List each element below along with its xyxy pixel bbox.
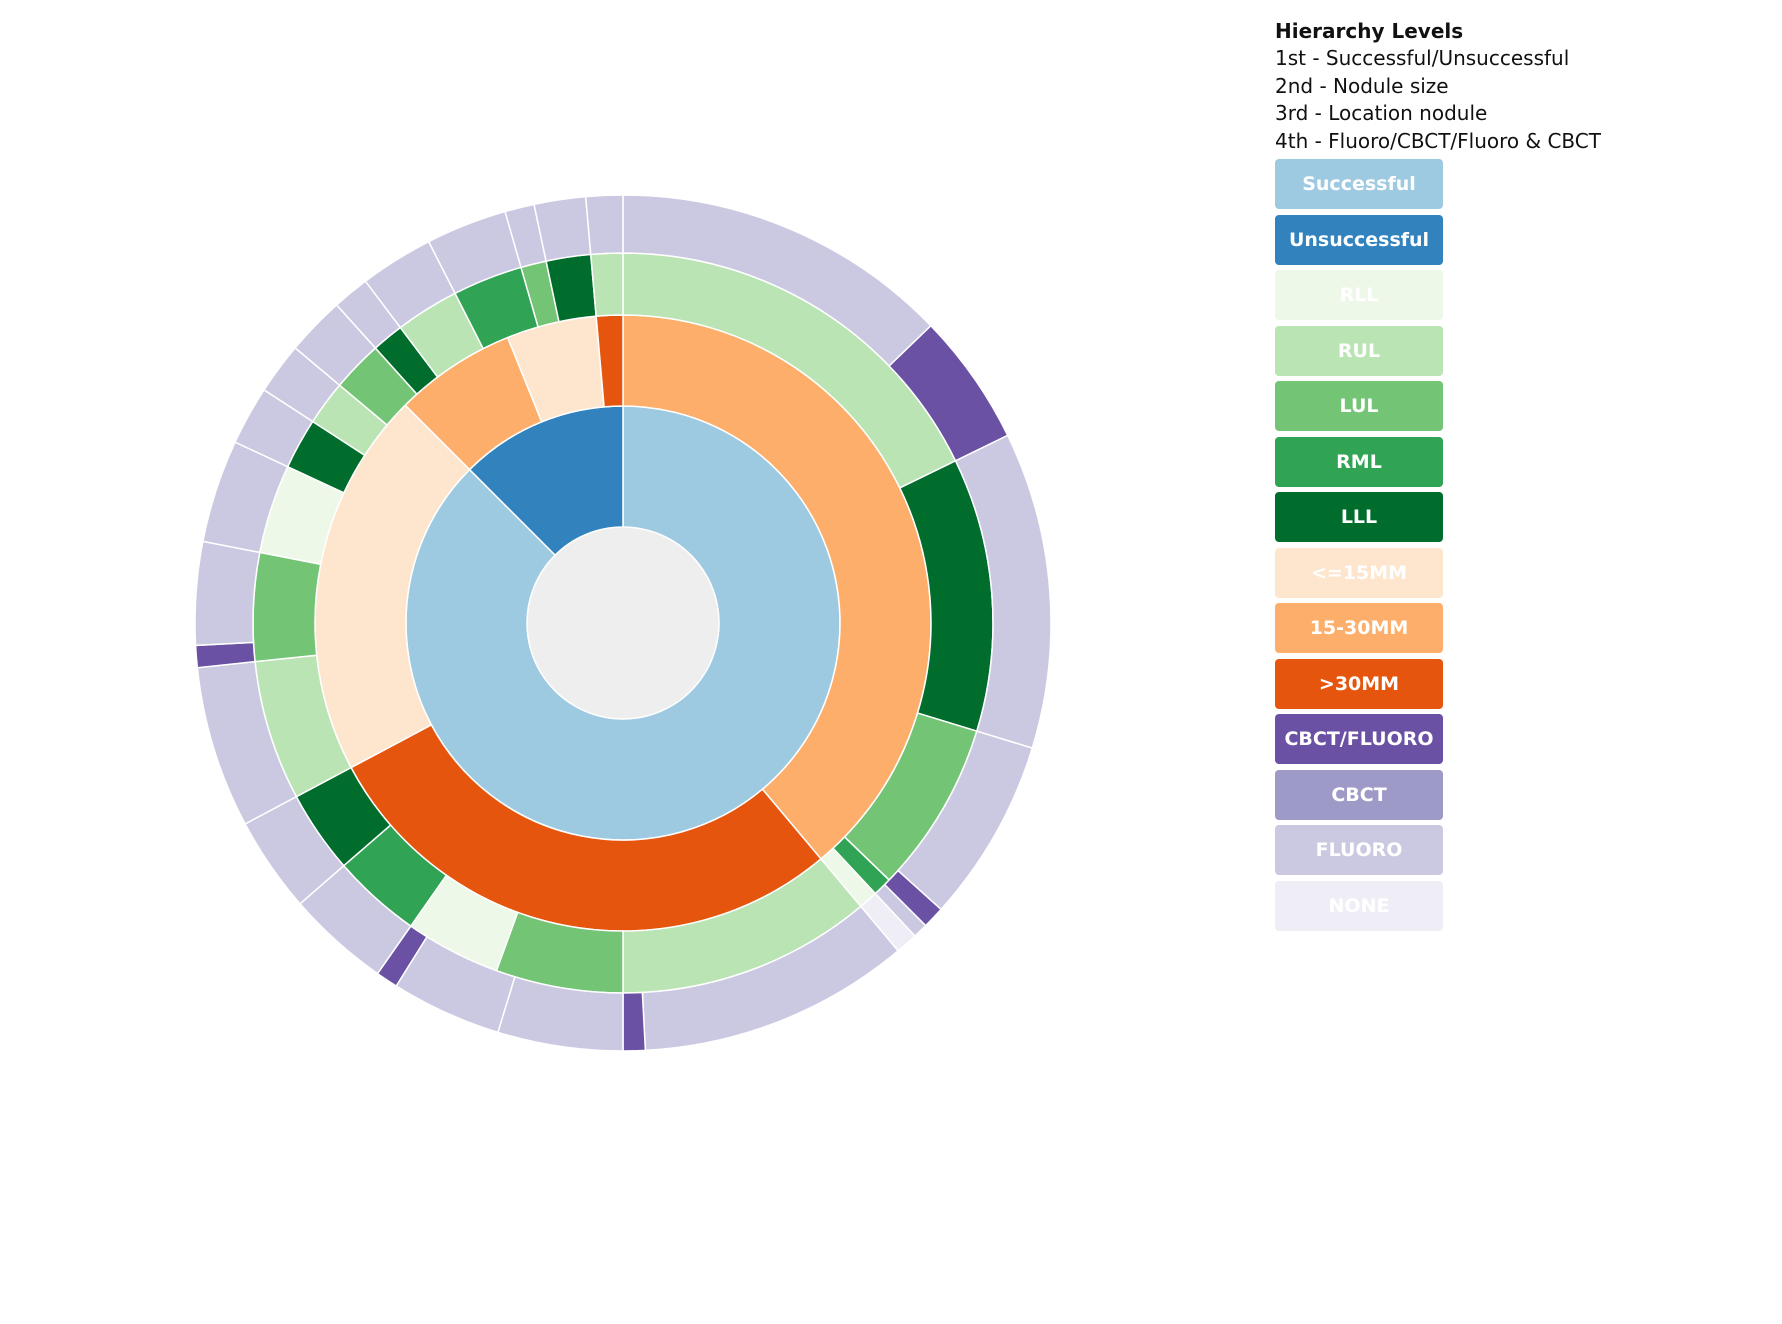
legend-items: Successful Unsuccessful RLL RUL LUL RML … xyxy=(1275,159,1655,931)
legend-item-gt30mm[interactable]: >30MM xyxy=(1275,658,1443,709)
ring-3-segment-lul[interactable] xyxy=(252,551,322,663)
legend-item-successful[interactable]: Successful xyxy=(1275,159,1443,210)
legend-item-15-30mm[interactable]: 15-30MM xyxy=(1275,603,1443,654)
ring-3-segment-rul[interactable] xyxy=(589,252,624,317)
legend-item-cbct-fluoro[interactable]: CBCT/FLUORO xyxy=(1275,714,1443,765)
legend: Hierarchy Levels 1st - Successful/Unsucc… xyxy=(1275,18,1655,936)
legend-item-unsuccessful[interactable]: Unsuccessful xyxy=(1275,214,1443,265)
legend-level-4: 4th - Fluoro/CBCT/Fluoro & CBCT xyxy=(1275,128,1601,153)
legend-item-lul[interactable]: LUL xyxy=(1275,381,1443,432)
legend-level-2: 2nd - Nodule size xyxy=(1275,73,1449,98)
legend-item-le15mm[interactable]: <=15MM xyxy=(1275,547,1443,598)
legend-item-rml[interactable]: RML xyxy=(1275,436,1443,487)
legend-level-3: 3rd - Location nodule xyxy=(1275,101,1488,126)
sunburst-rings xyxy=(194,194,1052,1052)
legend-item-rll[interactable]: RLL xyxy=(1275,270,1443,321)
ring-4-segment-cbct-fluoro[interactable] xyxy=(622,991,647,1052)
legend-item-cbct[interactable]: CBCT xyxy=(1275,769,1443,820)
legend-title: Hierarchy Levels xyxy=(1275,19,1464,43)
ring-4-segment-fluoro[interactable] xyxy=(584,194,624,256)
legend-item-fluoro[interactable]: FLUORO xyxy=(1275,825,1443,876)
legend-item-rul[interactable]: RUL xyxy=(1275,325,1443,376)
ring-4-segment-fluoro[interactable] xyxy=(194,540,261,647)
legend-item-lll[interactable]: LLL xyxy=(1275,492,1443,543)
legend-level-1: 1st - Successful/Unsuccessful xyxy=(1275,46,1570,70)
legend-item-none[interactable]: NONE xyxy=(1275,880,1443,931)
sunburst-center xyxy=(527,527,719,719)
